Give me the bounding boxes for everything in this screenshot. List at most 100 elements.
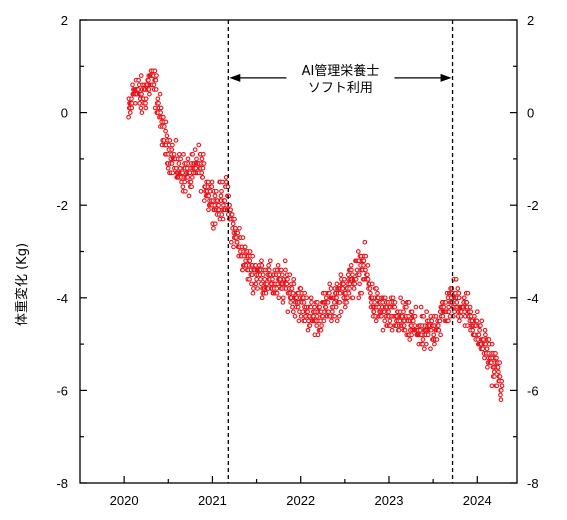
data-point (274, 286, 280, 291)
data-point (470, 327, 476, 333)
data-point (147, 91, 152, 97)
data-point (170, 170, 176, 176)
data-point (380, 327, 386, 333)
data-point (476, 332, 482, 338)
data-point (206, 193, 212, 199)
data-point (285, 309, 291, 315)
data-point (231, 244, 236, 250)
data-point (356, 272, 362, 278)
data-point (127, 110, 133, 115)
data-point (365, 272, 370, 278)
data-point (436, 327, 442, 333)
data-point (177, 165, 183, 171)
x-tick-label: 2024 (463, 493, 492, 508)
data-point (318, 327, 324, 333)
data-point (400, 300, 406, 305)
data-point (169, 147, 175, 152)
data-point (410, 318, 416, 324)
data-point (465, 290, 471, 296)
data-point (176, 151, 182, 157)
data-point (412, 313, 418, 319)
data-point (285, 276, 290, 282)
data-point (220, 179, 225, 185)
data-point (200, 175, 206, 180)
data-point (482, 355, 487, 361)
data-point (146, 87, 152, 92)
data-point (453, 276, 459, 282)
data-point (458, 313, 464, 319)
data-point (308, 295, 314, 301)
data-point (200, 165, 206, 171)
data-point (425, 332, 431, 338)
data-point (482, 327, 488, 333)
data-point (361, 258, 367, 264)
data-point (255, 286, 260, 291)
data-point (347, 286, 352, 291)
data-point (185, 156, 191, 162)
data-point (298, 286, 304, 291)
data-point (421, 313, 427, 319)
data-point (337, 300, 343, 305)
data-point (468, 309, 474, 315)
data-point (497, 360, 503, 365)
data-point (151, 82, 157, 88)
data-point (352, 281, 358, 287)
data-point (258, 276, 263, 282)
data-point (326, 309, 331, 315)
data-point (329, 309, 335, 315)
data-point (196, 142, 202, 148)
data-point (290, 290, 296, 296)
data-point (218, 193, 224, 199)
data-point (173, 138, 179, 143)
data-point (338, 272, 344, 278)
data-point (211, 225, 216, 231)
data-point (407, 337, 413, 342)
data-point (365, 263, 371, 268)
data-point (361, 263, 366, 268)
data-point (164, 133, 170, 139)
data-point (327, 290, 332, 296)
data-point (334, 295, 339, 301)
data-point (350, 295, 356, 301)
y-tick-label-left: -2 (56, 198, 68, 213)
data-point (362, 239, 368, 245)
data-point (228, 239, 234, 245)
data-point (472, 313, 477, 319)
data-point (207, 188, 213, 194)
annotation-group: AI管理栄養士 ソフト利用 (227, 20, 454, 483)
data-point (369, 281, 375, 287)
data-point (232, 216, 237, 222)
data-point (138, 105, 144, 111)
data-point (153, 87, 159, 92)
annotation-label-background (286, 61, 395, 96)
data-point (251, 286, 256, 291)
data-point (291, 281, 297, 287)
data-point (143, 100, 148, 106)
y-tick-label-right: 2 (527, 13, 534, 28)
data-point (290, 309, 296, 315)
data-point (267, 258, 273, 264)
data-point (194, 156, 199, 162)
data-point (402, 327, 408, 333)
data-point (462, 309, 467, 315)
data-point (428, 327, 434, 333)
data-point (312, 304, 317, 310)
data-point (292, 313, 298, 319)
data-point (240, 235, 246, 240)
data-point (250, 290, 256, 296)
y-tick-label-left: -4 (56, 291, 68, 306)
data-point (219, 212, 225, 217)
data-point (289, 286, 295, 291)
data-point (365, 276, 371, 282)
data-point (483, 332, 488, 338)
data-point (461, 295, 467, 301)
data-point (499, 383, 505, 389)
data-point (435, 323, 441, 328)
data-point (212, 221, 218, 227)
data-point (327, 281, 333, 287)
data-point (374, 286, 379, 291)
data-point (333, 304, 339, 310)
data-point (429, 318, 435, 324)
data-point (129, 96, 134, 102)
